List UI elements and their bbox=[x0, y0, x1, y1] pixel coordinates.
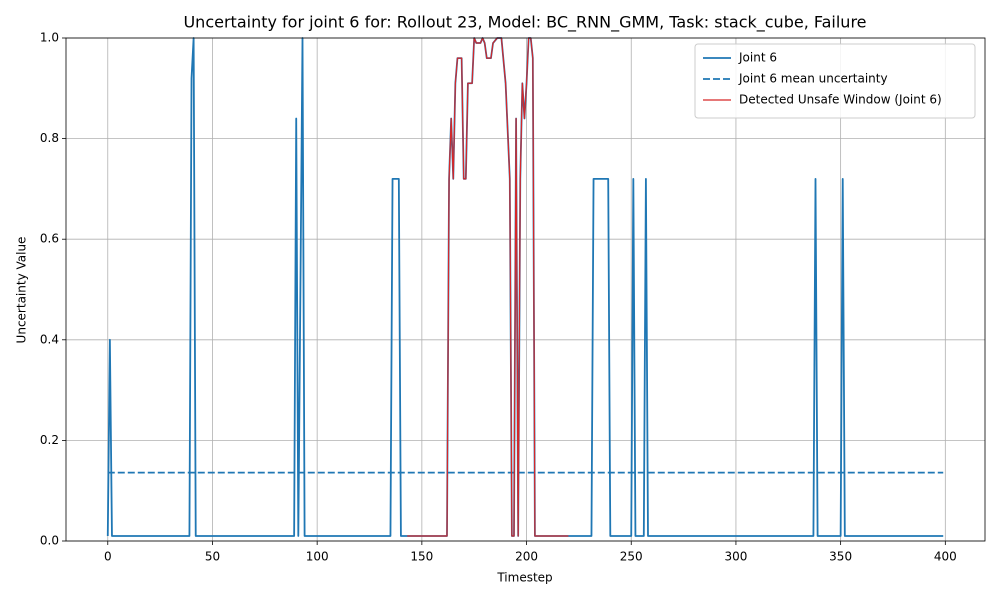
legend-label: Joint 6 bbox=[738, 51, 777, 65]
x-axis-label: Timestep bbox=[496, 571, 552, 585]
y-tick-label: 0.8 bbox=[40, 131, 59, 145]
legend-box bbox=[694, 43, 976, 119]
x-tick-label: 0 bbox=[104, 550, 112, 564]
x-tick-label: 300 bbox=[724, 550, 747, 564]
legend-label: Joint 6 mean uncertainty bbox=[738, 72, 888, 86]
y-tick-label: 0.4 bbox=[40, 332, 59, 346]
plot-frame bbox=[65, 37, 986, 542]
y-axis-label: Uncertainty Value bbox=[15, 237, 29, 344]
x-tick-label: 200 bbox=[515, 550, 538, 564]
y-tick-label: 0.2 bbox=[40, 433, 59, 447]
x-tick-label: 50 bbox=[205, 550, 220, 564]
x-tick-label: 350 bbox=[829, 550, 852, 564]
legend-label: Detected Unsafe Window (Joint 6) bbox=[739, 93, 942, 107]
chart-title: Uncertainty for joint 6 for: Rollout 23,… bbox=[183, 13, 866, 33]
x-tick-label: 100 bbox=[306, 550, 329, 564]
y-tick-label: 0.6 bbox=[40, 232, 59, 246]
y-tick-label: 0.0 bbox=[40, 534, 59, 548]
x-tick-label: 400 bbox=[934, 550, 957, 564]
y-tick-label: 1.0 bbox=[40, 31, 59, 45]
x-tick-label: 250 bbox=[620, 550, 643, 564]
series-line bbox=[407, 37, 569, 537]
x-tick-label: 150 bbox=[410, 550, 433, 564]
